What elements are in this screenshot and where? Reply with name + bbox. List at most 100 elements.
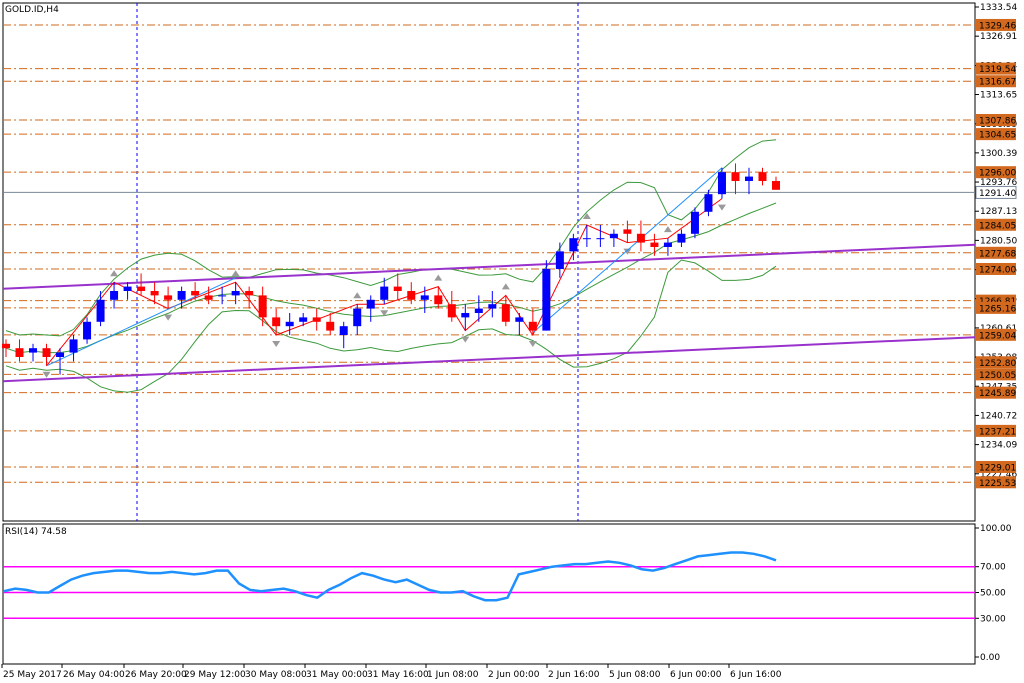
level-tag-label: 1319.54 (979, 65, 1016, 75)
envelope-band (5, 202, 777, 354)
level-tag-label: 1252.80 (979, 359, 1016, 369)
level-tag-label: 1304.65 (979, 131, 1016, 141)
level-tag (976, 262, 1016, 275)
fractal-marker (663, 226, 672, 233)
candle-body (528, 321, 537, 331)
candle-body (420, 295, 429, 300)
candle-body (110, 290, 119, 300)
time-label: 2 Jun 00:00 (488, 670, 540, 680)
trend-line (46, 277, 236, 367)
channel-lower-line (2, 336, 976, 383)
candle-body (474, 308, 483, 313)
rsi-tick-label: 0.00 (980, 653, 1000, 663)
candle-body (501, 304, 510, 322)
level-tag (976, 301, 1016, 314)
candle-body (56, 352, 65, 357)
level-tag-label: 1237.21 (979, 427, 1016, 437)
rsi-frame (2, 523, 976, 665)
price-tick-label: 1300.39 (980, 149, 1017, 159)
current-price-tag (975, 185, 1017, 199)
price-tick-label: 1280.50 (980, 236, 1017, 246)
candle-body (69, 339, 78, 353)
level-tag-label: 1225.53 (979, 479, 1016, 489)
candle-body (461, 312, 470, 318)
price-tick-label: 1227.46 (980, 470, 1017, 480)
candle-body (515, 317, 524, 322)
level-tag (976, 75, 1016, 88)
level-tag (976, 424, 1016, 437)
rsi-tick-label: 30.00 (980, 614, 1006, 624)
level-tag (976, 166, 1016, 179)
fractal-marker (110, 270, 119, 277)
candle-body (83, 321, 92, 340)
candle-body (272, 317, 281, 327)
price-frame (2, 2, 976, 522)
candle-body (285, 321, 294, 327)
price-tick-label: 1326.91 (980, 32, 1017, 42)
level-tag-label: 1277.68 (979, 249, 1016, 259)
level-tag (976, 460, 1016, 473)
level-tag (976, 386, 1016, 399)
candle-body (96, 299, 105, 322)
envelope-band (5, 259, 777, 393)
candle-body (218, 295, 227, 297)
horizontal-levels (3, 24, 975, 483)
candle-body (636, 233, 645, 243)
candle-body (353, 308, 362, 327)
time-label: 31 May 16:00 (367, 670, 429, 680)
current-price-label: 1291.40 (979, 189, 1016, 199)
symbol-label: GOLD.ID,H4 (5, 5, 59, 15)
fractal-marker (717, 204, 726, 211)
fractal-marker (434, 274, 443, 281)
candle-body (380, 286, 389, 300)
level-tag (976, 113, 1016, 126)
candle-body (177, 290, 186, 300)
candle-body (555, 251, 564, 269)
fractal-marker (501, 283, 510, 290)
level-tag-label: 1265.16 (979, 304, 1016, 314)
channel-upper-line (2, 243, 976, 290)
time-label: 1 Jun 08:00 (427, 670, 479, 680)
candle-body (2, 343, 10, 349)
level-tag-label: 1329.46 (979, 21, 1016, 31)
candle-body (569, 238, 578, 252)
time-label: 29 May 12:00 (184, 670, 246, 680)
time-label: 25 May 2017 (3, 670, 62, 680)
indicators (2, 139, 976, 393)
time-label: 6 Jun 00:00 (670, 670, 722, 680)
candle-body (312, 317, 321, 322)
fractal-marker (582, 212, 591, 219)
candle-body (326, 321, 335, 331)
time-label: 5 Jun 08:00 (609, 670, 661, 680)
time-label: 26 May 20:00 (125, 670, 187, 680)
candle-body (731, 172, 740, 181)
candle-body (582, 238, 591, 240)
level-tag-label: 1274.00 (979, 265, 1016, 275)
level-tag-label: 1284.05 (979, 221, 1016, 231)
candle-body (123, 286, 132, 291)
candle-body (407, 290, 416, 300)
candles (2, 163, 780, 375)
level-tags: 1329.46 1319.54 1316.67 1307.86 1304.65 1296.… (975, 18, 1017, 489)
price-tick-label: 1287.13 (980, 207, 1017, 217)
candle-body (758, 172, 767, 181)
rsi-panel: 100.00 70.00 50.00 30.00 0.00 (2, 523, 1012, 665)
candle-body (690, 211, 699, 234)
price-tick-label: 1313.65 (980, 91, 1017, 101)
time-label: 2 Jun 16:00 (548, 670, 600, 680)
candle-body (772, 180, 780, 190)
fractal-marker (353, 292, 362, 299)
candle-body (542, 268, 551, 331)
candle-body (366, 299, 375, 309)
time-label: 6 Jun 16:00 (730, 670, 782, 680)
candle-body (447, 304, 456, 318)
candle-body (677, 233, 686, 243)
level-tag (976, 62, 1016, 75)
price-tick-label: 1234.09 (980, 441, 1017, 451)
rsi-tick-label: 50.00 (980, 589, 1006, 599)
candle-body (744, 176, 753, 181)
price-tick-label: 1240.72 (980, 411, 1017, 421)
candle-body (650, 242, 659, 247)
